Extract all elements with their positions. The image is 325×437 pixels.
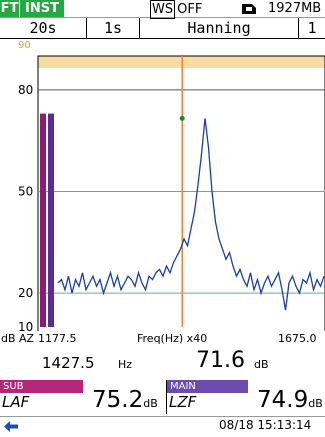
sub-weighting: LAF: [2, 393, 30, 411]
x-axis-label: Freq(Hz) x40: [137, 332, 208, 345]
level-panels: SUB LAF 75.2dB MAIN LZF 74.9dB: [0, 380, 325, 414]
sub-tag: SUB: [0, 380, 83, 393]
peak-marker: [179, 115, 185, 121]
level-bar-a: [40, 113, 46, 328]
footer-bar: 08/18 15:13:14: [0, 416, 325, 433]
peak-level: 71.6: [196, 348, 245, 373]
channel-setting[interactable]: 1: [307, 19, 317, 37]
memory-card-icon: [240, 0, 258, 17]
y-tick-10: 10: [18, 320, 33, 331]
peak-freq-unit: Hz: [118, 358, 133, 371]
settings-bar: 20s 1s Hanning 1: [0, 18, 325, 39]
main-unit: dB: [308, 397, 323, 410]
peak-readout: 1427.5 Hz 71.6 dB: [0, 348, 325, 376]
step-setting[interactable]: 1s: [87, 18, 140, 38]
main-value: 74.9: [257, 387, 309, 413]
datetime: 08/18 15:13:14: [219, 418, 312, 432]
y-axis-unit: dB: [1, 332, 16, 345]
time-setting[interactable]: 20s: [0, 18, 87, 38]
main-value-group: 74.9dB: [257, 387, 323, 413]
inst-mode-badge: INST: [20, 0, 64, 17]
y-tick-50: 50: [18, 185, 33, 199]
level-bar-z: [48, 113, 54, 328]
peak-level-unit: dB: [254, 358, 269, 371]
y-tick-20: 20: [18, 286, 33, 300]
ws-box-icon: WS: [150, 0, 176, 19]
x-axis-end: 1675.0: [278, 332, 317, 345]
x-axis-start: 1177.5: [38, 332, 77, 345]
main-panel[interactable]: MAIN LZF 74.9dB: [166, 380, 325, 414]
status-bar: FT INST WS OFF 1927MB: [0, 0, 325, 19]
ws-state: OFF: [177, 2, 203, 17]
ws-indicator: WS OFF: [150, 0, 202, 19]
spectrum-chart: 90 80 50 20 10: [0, 39, 325, 336]
band-label: AZ: [19, 332, 35, 345]
peak-freq: 1427.5: [42, 354, 95, 372]
sub-value-group: 75.2dB: [92, 387, 158, 413]
sub-panel[interactable]: SUB LAF 75.2dB: [0, 380, 165, 414]
memory-count: 1927MB: [268, 1, 322, 16]
y-tick-80: 80: [18, 83, 33, 97]
window-setting[interactable]: Hanning: [140, 18, 299, 38]
main-tag: MAIN: [167, 380, 248, 393]
spectrum-graph[interactable]: 90 80 50 20 10: [0, 39, 325, 336]
ft-mode-badge: FT: [0, 0, 19, 17]
y-tick-90: 90: [18, 40, 31, 51]
main-weighting: LZF: [169, 393, 197, 411]
sub-value: 75.2: [92, 387, 144, 413]
sub-unit: dB: [143, 397, 158, 410]
back-arrow-icon[interactable]: [3, 418, 19, 437]
spectrum-trace: [57, 118, 325, 311]
freq-axis-row: dB AZ 1177.5 Freq(Hz) x40 1675.0: [0, 332, 325, 346]
